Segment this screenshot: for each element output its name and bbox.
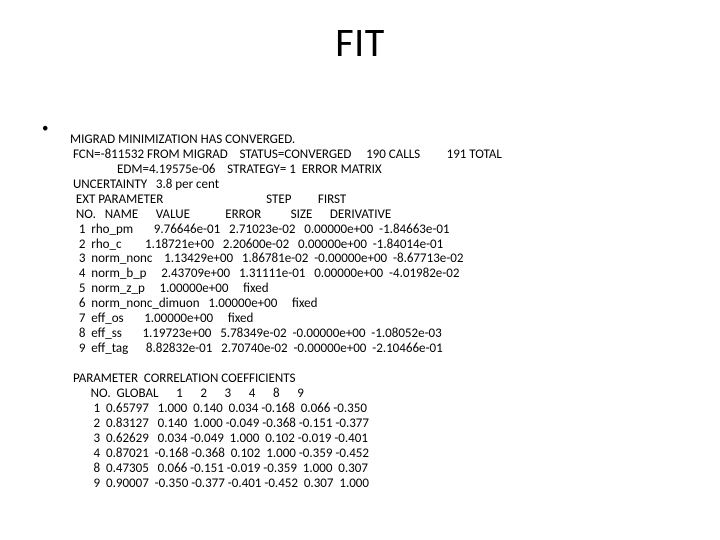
text-line: 6 norm_nonc_dimuon 1.00000e+00 fixed (70, 296, 317, 311)
text-line: 3 norm_nonc 1.13429e+00 1.86781e-02 -0.0… (70, 251, 463, 266)
text-line: NO. GLOBAL 1 2 3 4 8 9 (70, 386, 304, 401)
text-line: EXT PARAMETER STEP FIRST (70, 192, 346, 207)
text-line: NO. NAME VALUE ERROR SIZE DERIVATIVE (70, 207, 391, 222)
text-line: 2 rho_c 1.18721e+00 2.20600e-02 0.00000e… (70, 237, 443, 252)
slide-title: FIT (0, 18, 720, 67)
text-line: 9 eff_tag 8.82832e-01 2.70740e-02 -0.000… (70, 341, 443, 356)
text-line: 9 0.90007 -0.350 -0.377 -0.401 -0.452 0.… (70, 476, 369, 491)
text-line: FCN=-811532 FROM MIGRAD STATUS=CONVERGED… (70, 147, 502, 162)
text-line: 8 eff_ss 1.19723e+00 5.78349e-02 -0.0000… (70, 326, 442, 341)
text-line: 1 rho_pm 9.76646e-01 2.71023e-02 0.00000… (70, 222, 450, 237)
slide: FIT • MIGRAD MINIMIZATION HAS CONVERGED.… (0, 0, 720, 540)
text-line: 4 0.87021 -0.168 -0.368 0.102 1.000 -0.3… (70, 446, 369, 461)
slide-body: MIGRAD MINIMIZATION HAS CONVERGED. FCN=-… (70, 118, 502, 491)
text-line: 5 norm_z_p 1.00000e+00 fixed (70, 281, 269, 296)
text-line: 2 0.83127 0.140 1.000 -0.049 -0.368 -0.1… (70, 416, 369, 431)
text-line: 7 eff_os 1.00000e+00 fixed (70, 311, 253, 326)
text-line: PARAMETER CORRELATION COEFFICIENTS (70, 371, 295, 386)
text-line: UNCERTAINTY 3.8 per cent (70, 177, 219, 192)
text-line: 8 0.47305 0.066 -0.151 -0.019 -0.359 1.0… (70, 461, 368, 476)
text-line: 1 0.65797 1.000 0.140 0.034 -0.168 0.066… (70, 401, 367, 416)
text-line: 3 0.62629 0.034 -0.049 1.000 0.102 -0.01… (70, 431, 368, 446)
bullet-icon: • (42, 121, 48, 136)
text-line: EDM=4.19575e-06 STRATEGY= 1 ERROR MATRIX (70, 162, 382, 177)
text-line: 4 norm_b_p 2.43709e+00 1.31111e-01 0.000… (70, 266, 459, 281)
text-line: MIGRAD MINIMIZATION HAS CONVERGED. (70, 132, 295, 147)
